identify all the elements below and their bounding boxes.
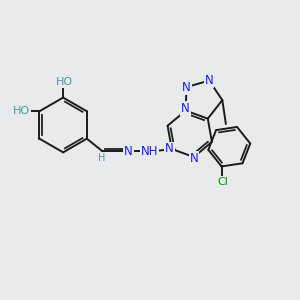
Text: HO: HO	[13, 106, 30, 116]
Text: HO: HO	[56, 77, 73, 87]
Text: N: N	[165, 142, 174, 155]
Text: NH: NH	[140, 145, 158, 158]
Text: N: N	[124, 145, 133, 158]
Text: N: N	[181, 102, 190, 115]
Text: H: H	[98, 153, 106, 163]
Text: N: N	[182, 81, 191, 94]
Text: N: N	[190, 152, 198, 165]
Text: N: N	[205, 74, 214, 87]
Text: Cl: Cl	[218, 177, 229, 187]
